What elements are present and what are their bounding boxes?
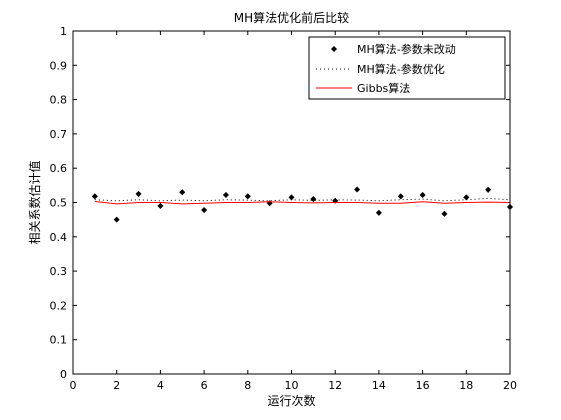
x-axis-label: 运行次数	[267, 393, 315, 408]
data-point-marker	[375, 209, 382, 216]
series-layer	[91, 186, 514, 223]
x-tick-label: 10	[285, 379, 299, 392]
data-point-marker	[201, 207, 208, 214]
legend: MH算法-参数未改动 MH算法-参数优化 Gibbs算法	[308, 36, 506, 100]
data-point-marker	[113, 216, 120, 223]
legend-marker	[330, 45, 338, 53]
y-tick-label: 0.5	[50, 197, 68, 210]
y-tick-label: 0.1	[50, 334, 68, 347]
y-tick-label: 0.6	[50, 162, 68, 175]
data-point-marker	[244, 193, 251, 200]
x-tick-label: 14	[372, 379, 386, 392]
legend-box	[308, 36, 506, 100]
y-tick-label: 0.3	[50, 265, 68, 278]
y-tick-label: 0.7	[50, 128, 68, 141]
y-tick-label: 0.9	[50, 59, 68, 72]
y-tick-label: 0.8	[50, 94, 68, 107]
x-tick-label: 4	[157, 379, 164, 392]
x-tick-label: 2	[113, 379, 120, 392]
legend-label: MH算法-参数优化	[357, 62, 445, 76]
y-tick-label: 0.4	[50, 231, 68, 244]
series-line-solid	[94, 200, 511, 205]
y-tick-label: 0.2	[50, 299, 68, 312]
x-tick-label: 12	[328, 379, 342, 392]
x-tick-label: 6	[201, 379, 208, 392]
data-point-marker	[354, 186, 361, 193]
x-tick-label: 18	[459, 379, 473, 392]
ticks-layer: 0 2 4 6 8 10 12 14 16 18 20 0 0.1 0.2 0.3 0.4 0.5 0.6 0.7 0…	[50, 25, 518, 392]
data-point-marker	[397, 193, 404, 200]
legend-label: MH算法-参数未改动	[357, 42, 456, 56]
data-point-marker	[91, 193, 98, 200]
y-tick-label: 0	[60, 368, 67, 381]
y-axis-label: 相关系数估计值	[27, 160, 42, 244]
data-point-marker	[157, 202, 164, 209]
data-point-marker	[179, 189, 186, 196]
data-point-marker	[135, 190, 142, 197]
data-point-marker	[310, 196, 317, 203]
x-tick-label: 8	[244, 379, 251, 392]
data-point-marker	[463, 194, 470, 201]
x-tick-label: 16	[416, 379, 430, 392]
data-point-marker	[419, 191, 426, 198]
chart-title: MH算法优化前后比较	[234, 10, 349, 25]
data-point-marker	[332, 197, 339, 204]
plot-frame	[72, 30, 511, 375]
x-tick-label: 20	[503, 379, 517, 392]
data-point-marker	[485, 186, 492, 193]
legend-label: Gibbs算法	[357, 81, 410, 95]
data-point-marker	[441, 210, 448, 217]
x-tick-label: 0	[70, 379, 77, 392]
data-point-marker	[222, 191, 229, 198]
y-tick-label: 1	[60, 25, 67, 38]
